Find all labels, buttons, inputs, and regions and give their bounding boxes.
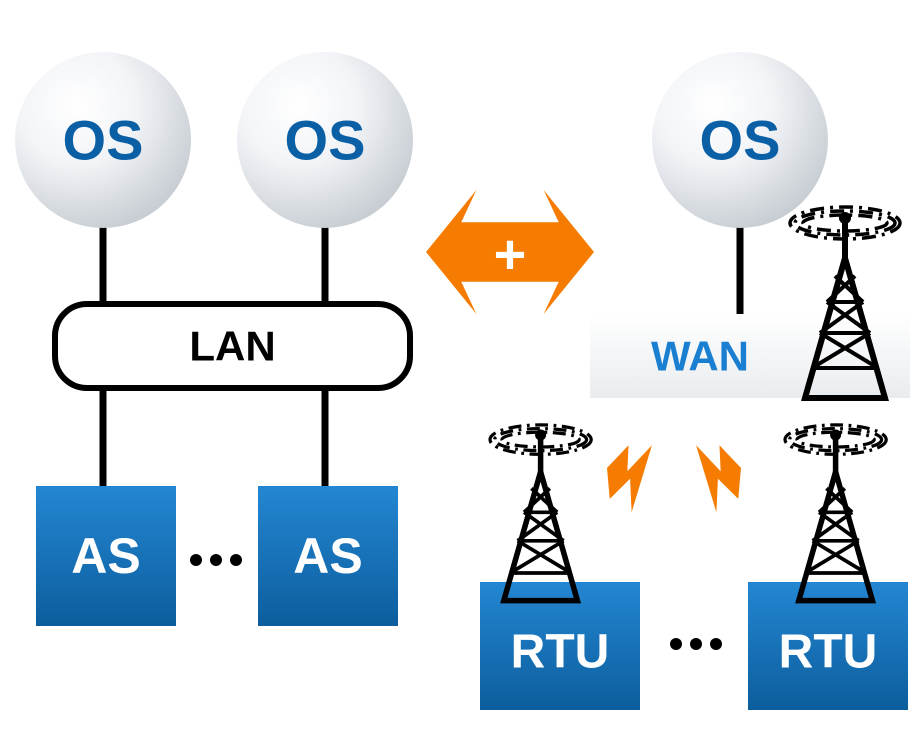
os-sphere: OS — [237, 52, 413, 228]
rtu-label: RTU — [779, 626, 878, 679]
lan-label: LAN — [189, 323, 275, 370]
os-label: OS — [285, 109, 366, 172]
wan-label: WAN — [651, 333, 749, 380]
as-label: AS — [293, 528, 362, 584]
antenna-icon — [490, 425, 591, 601]
plus-label: + — [494, 223, 527, 286]
as-box: AS — [258, 486, 398, 626]
as-label: AS — [71, 528, 140, 584]
lan-box: LAN — [55, 304, 410, 388]
os-sphere: OS — [15, 52, 191, 228]
os-label: OS — [63, 109, 144, 172]
plus-arrow-icon: + — [426, 190, 594, 314]
ellipsis-icon — [190, 554, 242, 566]
os-sphere: OS — [652, 52, 828, 228]
lightning-icon — [595, 438, 671, 518]
as-box: AS — [36, 486, 176, 626]
os-label: OS — [700, 109, 781, 172]
lightning-icon — [677, 438, 753, 518]
ellipsis-icon — [670, 638, 722, 650]
rtu-label: RTU — [511, 626, 610, 679]
antenna-icon — [785, 425, 886, 601]
